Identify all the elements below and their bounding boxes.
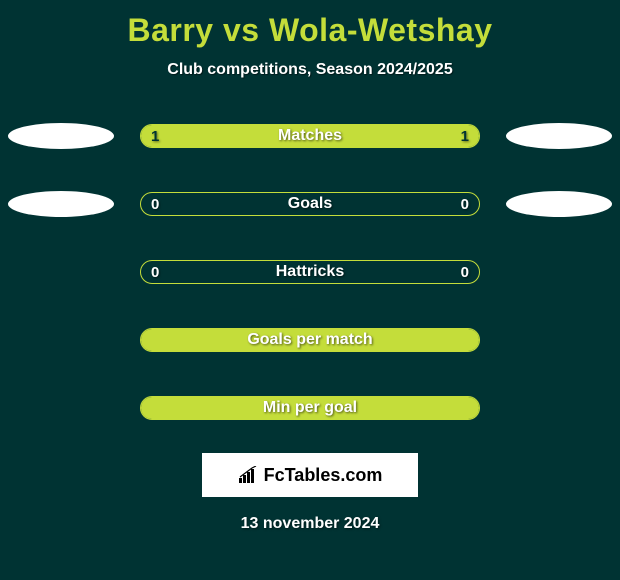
logo-text: FcTables.com: [264, 465, 383, 486]
player-ellipse-right: [506, 191, 612, 217]
player-ellipse-left: [8, 123, 114, 149]
stat-label: Goals per match: [141, 331, 479, 349]
stats-container: 11Matches 00Goals 00Hattricks Goals per mat…: [0, 113, 620, 431]
stat-bar: 11Matches: [140, 124, 480, 148]
stat-bar: 00Goals: [140, 192, 480, 216]
stat-row: 11Matches: [0, 113, 620, 159]
player-ellipse-right: [506, 123, 612, 149]
page-title: Barry vs Wola-Wetshay: [0, 0, 620, 49]
stat-bar: Min per goal: [140, 396, 480, 420]
stat-bar: Goals per match: [140, 328, 480, 352]
stat-row: 00Goals: [0, 181, 620, 227]
stat-bar: 00Hattricks: [140, 260, 480, 284]
stat-label: Min per goal: [141, 399, 479, 417]
chart-icon: [238, 466, 260, 484]
stat-label: Hattricks: [141, 263, 479, 281]
date: 13 november 2024: [0, 515, 620, 533]
stat-row: Min per goal: [0, 385, 620, 431]
stat-label: Matches: [141, 127, 479, 145]
logo-box: FcTables.com: [202, 453, 418, 497]
player-ellipse-left: [8, 191, 114, 217]
stat-row: 00Hattricks: [0, 249, 620, 295]
fctables-logo: FcTables.com: [238, 465, 383, 486]
stat-row: Goals per match: [0, 317, 620, 363]
stat-label: Goals: [141, 195, 479, 213]
subtitle: Club competitions, Season 2024/2025: [0, 61, 620, 79]
